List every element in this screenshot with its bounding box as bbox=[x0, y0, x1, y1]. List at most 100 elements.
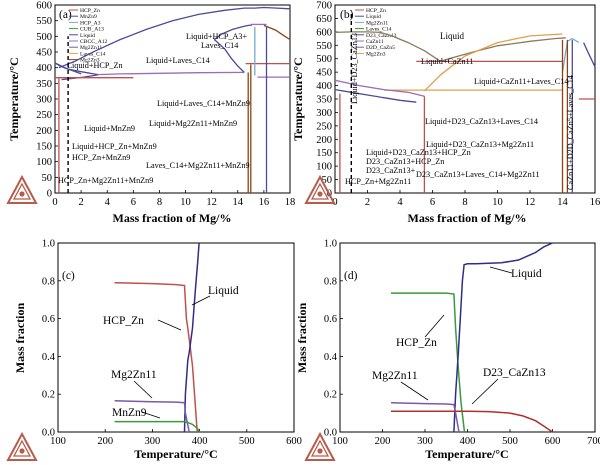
series-mg2zn11-line bbox=[390, 401, 460, 433]
x-tick-label: 0 bbox=[52, 197, 57, 208]
phase-boundary-line-5 bbox=[213, 39, 245, 73]
x-tick-label: 0 bbox=[332, 197, 337, 208]
panel-b-label-liquid-cazn11-lavesc14: Liquid+CaZn11+Laves_C14 bbox=[474, 77, 568, 86]
panel-d-xlabel: Temperature/°C bbox=[425, 447, 508, 461]
panel-d: (d) 0.0 0.2 0.4 0.6 0.8 1.0 100 200 300 400 500 60… bbox=[295, 239, 600, 462]
series-liquid-line bbox=[183, 242, 200, 433]
panel-b-label-liquid: Liquid bbox=[440, 31, 464, 41]
x-tick-label: 6 bbox=[131, 197, 136, 208]
panel-a-label-liquid-hcpa3: Liquid+HCP_A3+ bbox=[186, 32, 247, 41]
x-tick-label: 16 bbox=[259, 197, 270, 208]
y-tick-label: 350 bbox=[36, 79, 52, 90]
phase-boundary-line-11 bbox=[263, 24, 291, 41]
phase-boundary-line-1 bbox=[440, 37, 566, 63]
y-tick-label: 0 bbox=[47, 189, 52, 200]
x-tick-label: 12 bbox=[206, 197, 217, 208]
x-tick-label: 8 bbox=[157, 197, 162, 208]
panel-a-label-lavesc14-mg2zn11-mnzn9: Laves_C14+Mg2Zn11+MnZn9 bbox=[146, 161, 250, 170]
y-tick-label: 0.8 bbox=[324, 276, 337, 287]
panel-b-label-d23-lavesc14-mg2zn11: D23_CaZn13+Laves_C14+Mg2Zn11 bbox=[416, 170, 540, 179]
panel-d-label-liquid: Liquid bbox=[511, 268, 542, 280]
y-tick-label: 500 bbox=[316, 54, 332, 65]
panel-c-label-mnzn9: MnZn9 bbox=[112, 407, 147, 419]
y-tick-label: 0.4 bbox=[42, 352, 56, 363]
panel-a-label-liquid-hcpzn-mnzn9: Liquid+HCP_Zn+MnZn9 bbox=[72, 142, 157, 151]
y-tick-label: 300 bbox=[316, 108, 332, 119]
phase-boundary-line-6 bbox=[334, 79, 425, 97]
panel-a-label-liquid-mg2zn11-mnzn9: Liquid+Mg2Zn11+MnZn9 bbox=[149, 119, 237, 128]
panel-b-label-liquid-d23-mg2zn11: Liquid+D23_CaZn13+Mg2Zn11 bbox=[426, 140, 534, 149]
x-tick-label: 10 bbox=[492, 197, 503, 208]
x-tick-label: 600 bbox=[286, 436, 302, 447]
panel-b-yticks: 0501001502002503003504004505005506006507… bbox=[316, 1, 338, 200]
y-tick-label: 100 bbox=[36, 157, 52, 168]
legend-entry-label: CaZn11 bbox=[366, 39, 384, 45]
panel-b-xlabel: Mass fraction of Mg/% bbox=[408, 211, 527, 225]
logo-triangle-icon-a bbox=[6, 174, 38, 204]
phase-boundary-line-5 bbox=[561, 37, 580, 73]
legend-entry-label: HCP_Zn bbox=[366, 8, 386, 14]
legend-entry-label: Liquid bbox=[366, 14, 381, 20]
panel-b-label-cazn11-d2d-lavesc14: CaZn11+D2D_CaZn5+Laves_C14 bbox=[566, 75, 575, 190]
panel-a-label-liquid-lavesc14-mnzn9: Liquid+Laves_C14+MnZn9 bbox=[157, 99, 250, 108]
legend-entry-label: CUB_A13 bbox=[80, 27, 104, 33]
x-tick-label: 12 bbox=[525, 197, 536, 208]
legend-entry-label: CBCC_A12 bbox=[80, 39, 108, 45]
y-tick-label: 300 bbox=[36, 95, 52, 106]
series-hcp-zn-line bbox=[114, 281, 198, 433]
x-tick-label: 300 bbox=[417, 436, 433, 447]
y-tick-label: 500 bbox=[36, 32, 52, 43]
y-tick-label: 1.0 bbox=[324, 239, 337, 250]
panel-c-axes-frame bbox=[57, 242, 295, 433]
x-tick-label: 4 bbox=[397, 197, 403, 208]
panel-c-leader-mnzn9 bbox=[141, 411, 161, 419]
y-tick-label: 0.0 bbox=[324, 428, 337, 439]
y-tick-label: 600 bbox=[36, 1, 52, 12]
panel-a: (a) HCP_ZnMnZn9HCP_A3CUB_A13LiquidCBCC_A… bbox=[7, 1, 295, 226]
panel-b-label-liquid-d23cazn13: Liquid+D23_CaZn13 bbox=[350, 33, 359, 104]
legend-entry-label: Liquid bbox=[80, 33, 95, 39]
panel-c: (c) 0.0 0.2 0.4 0.6 0.8 1.0 100 200 300 400 500 60… bbox=[13, 239, 302, 462]
y-tick-label: 150 bbox=[36, 142, 52, 153]
panel-c-leader-liquid bbox=[191, 295, 211, 306]
legend-entry-label: HCP_Zn bbox=[80, 8, 100, 14]
panel-b-legend: HCP_ZnLiquidMg2Zn11Laves_C14D23_CaZn13Ca… bbox=[355, 8, 397, 57]
panel-a-label-hcpzn-mg2zn11-mnzn9: HCP_Zn+Mg2Zn11+MnZn9 bbox=[58, 176, 153, 185]
panel-c-label-hcpzn: HCP_Zn bbox=[103, 315, 144, 327]
y-tick-label: 550 bbox=[316, 41, 332, 52]
panel-d-yticks: 0.0 0.2 0.4 0.6 0.8 1.0 bbox=[324, 239, 343, 439]
phase-boundary-line-2 bbox=[423, 33, 563, 92]
x-tick-label: 10 bbox=[180, 197, 191, 208]
x-tick-label: 16 bbox=[590, 197, 600, 208]
y-tick-label: 150 bbox=[316, 148, 332, 159]
x-tick-label: 14 bbox=[233, 197, 244, 208]
panel-c-label: (c) bbox=[62, 270, 75, 282]
x-tick-label: 14 bbox=[557, 197, 568, 208]
logo-triangle-icon-b bbox=[304, 174, 336, 204]
y-tick-label: 400 bbox=[36, 63, 52, 74]
panel-b-ylabel: Temperature/°C bbox=[291, 57, 305, 140]
legend-entry-label: Mg2Zn3 bbox=[366, 51, 386, 57]
y-tick-label: 650 bbox=[316, 14, 332, 25]
legend-entry-label: Mg2Zn11 bbox=[80, 45, 102, 51]
panel-a-label-liquid-lavesc14: Liquid+Laves_C14 bbox=[146, 56, 210, 65]
y-tick-label: 700 bbox=[316, 1, 332, 12]
panel-c-xlabel: Temperature/°C bbox=[134, 447, 217, 461]
panel-d-axes-frame bbox=[339, 242, 596, 433]
legend-entry-label: MnZn9 bbox=[80, 14, 97, 20]
panel-b-label-liquid-d23-lavesc14: Liquid+D23_CaZn13+Laves_C14 bbox=[425, 117, 538, 126]
panel-a-label-liquid-mnzn9: Liquid+MnZn9 bbox=[84, 124, 135, 133]
x-tick-label: 400 bbox=[192, 436, 208, 447]
x-tick-label: 8 bbox=[462, 197, 467, 208]
panel-d-leader-mg2zn11 bbox=[400, 381, 429, 401]
panel-a-label-lavesc14: Laves_C14 bbox=[201, 41, 238, 50]
panel-a-label: (a) bbox=[59, 9, 72, 21]
x-tick-label: 18 bbox=[285, 197, 296, 208]
y-tick-label: 550 bbox=[36, 16, 52, 27]
y-tick-label: 250 bbox=[36, 110, 52, 121]
legend-entry-label: Laves_C14 bbox=[366, 27, 392, 33]
y-tick-label: 50 bbox=[322, 175, 333, 186]
x-tick-label: 400 bbox=[460, 436, 476, 447]
y-tick-label: 600 bbox=[316, 27, 332, 38]
